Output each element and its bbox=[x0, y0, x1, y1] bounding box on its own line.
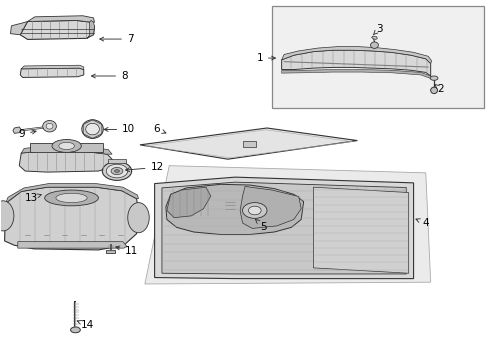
Ellipse shape bbox=[71, 327, 80, 333]
Polygon shape bbox=[314, 187, 409, 273]
Polygon shape bbox=[282, 46, 432, 63]
Ellipse shape bbox=[86, 123, 99, 135]
Polygon shape bbox=[86, 21, 95, 39]
Text: 5: 5 bbox=[255, 219, 267, 231]
Text: 11: 11 bbox=[116, 246, 138, 256]
Polygon shape bbox=[371, 36, 377, 40]
Ellipse shape bbox=[82, 120, 103, 138]
Text: 2: 2 bbox=[434, 84, 444, 94]
Text: 10: 10 bbox=[104, 125, 135, 134]
Ellipse shape bbox=[115, 170, 120, 172]
Polygon shape bbox=[282, 50, 431, 76]
Polygon shape bbox=[27, 16, 95, 22]
Text: 9: 9 bbox=[19, 129, 36, 139]
Polygon shape bbox=[5, 184, 139, 203]
Polygon shape bbox=[21, 146, 112, 154]
Text: 13: 13 bbox=[24, 193, 41, 203]
Text: 8: 8 bbox=[92, 71, 127, 81]
Text: 3: 3 bbox=[373, 24, 383, 35]
Ellipse shape bbox=[243, 203, 267, 219]
Polygon shape bbox=[20, 68, 84, 77]
Bar bbox=[108, 159, 126, 163]
Text: 7: 7 bbox=[100, 34, 133, 44]
Bar bbox=[272, 6, 485, 108]
Polygon shape bbox=[282, 69, 431, 78]
Text: 1: 1 bbox=[256, 53, 275, 63]
Ellipse shape bbox=[59, 142, 74, 149]
Ellipse shape bbox=[128, 203, 149, 233]
Ellipse shape bbox=[370, 42, 378, 48]
Ellipse shape bbox=[52, 139, 81, 152]
Bar bbox=[106, 250, 115, 253]
Polygon shape bbox=[10, 22, 27, 35]
Text: 4: 4 bbox=[416, 218, 429, 228]
Polygon shape bbox=[162, 182, 406, 274]
Ellipse shape bbox=[45, 190, 98, 206]
Ellipse shape bbox=[430, 76, 438, 80]
Ellipse shape bbox=[431, 87, 438, 94]
Ellipse shape bbox=[46, 123, 53, 129]
Polygon shape bbox=[20, 21, 95, 40]
Text: 12: 12 bbox=[125, 162, 164, 172]
Ellipse shape bbox=[102, 162, 132, 180]
Polygon shape bbox=[166, 184, 304, 234]
Polygon shape bbox=[167, 187, 211, 218]
Polygon shape bbox=[240, 186, 301, 228]
Bar bbox=[30, 143, 103, 152]
Text: 6: 6 bbox=[153, 124, 166, 134]
Ellipse shape bbox=[43, 121, 56, 132]
Polygon shape bbox=[13, 127, 21, 134]
Polygon shape bbox=[19, 150, 112, 172]
Ellipse shape bbox=[0, 201, 14, 231]
Polygon shape bbox=[155, 177, 414, 279]
Ellipse shape bbox=[106, 164, 128, 178]
Ellipse shape bbox=[111, 167, 123, 175]
Ellipse shape bbox=[248, 206, 261, 215]
Polygon shape bbox=[140, 128, 357, 159]
Polygon shape bbox=[145, 166, 431, 284]
Bar bbox=[243, 140, 256, 147]
Polygon shape bbox=[18, 242, 127, 248]
Polygon shape bbox=[21, 65, 84, 69]
Ellipse shape bbox=[56, 193, 87, 203]
Text: 14: 14 bbox=[77, 320, 94, 330]
Polygon shape bbox=[4, 187, 139, 250]
